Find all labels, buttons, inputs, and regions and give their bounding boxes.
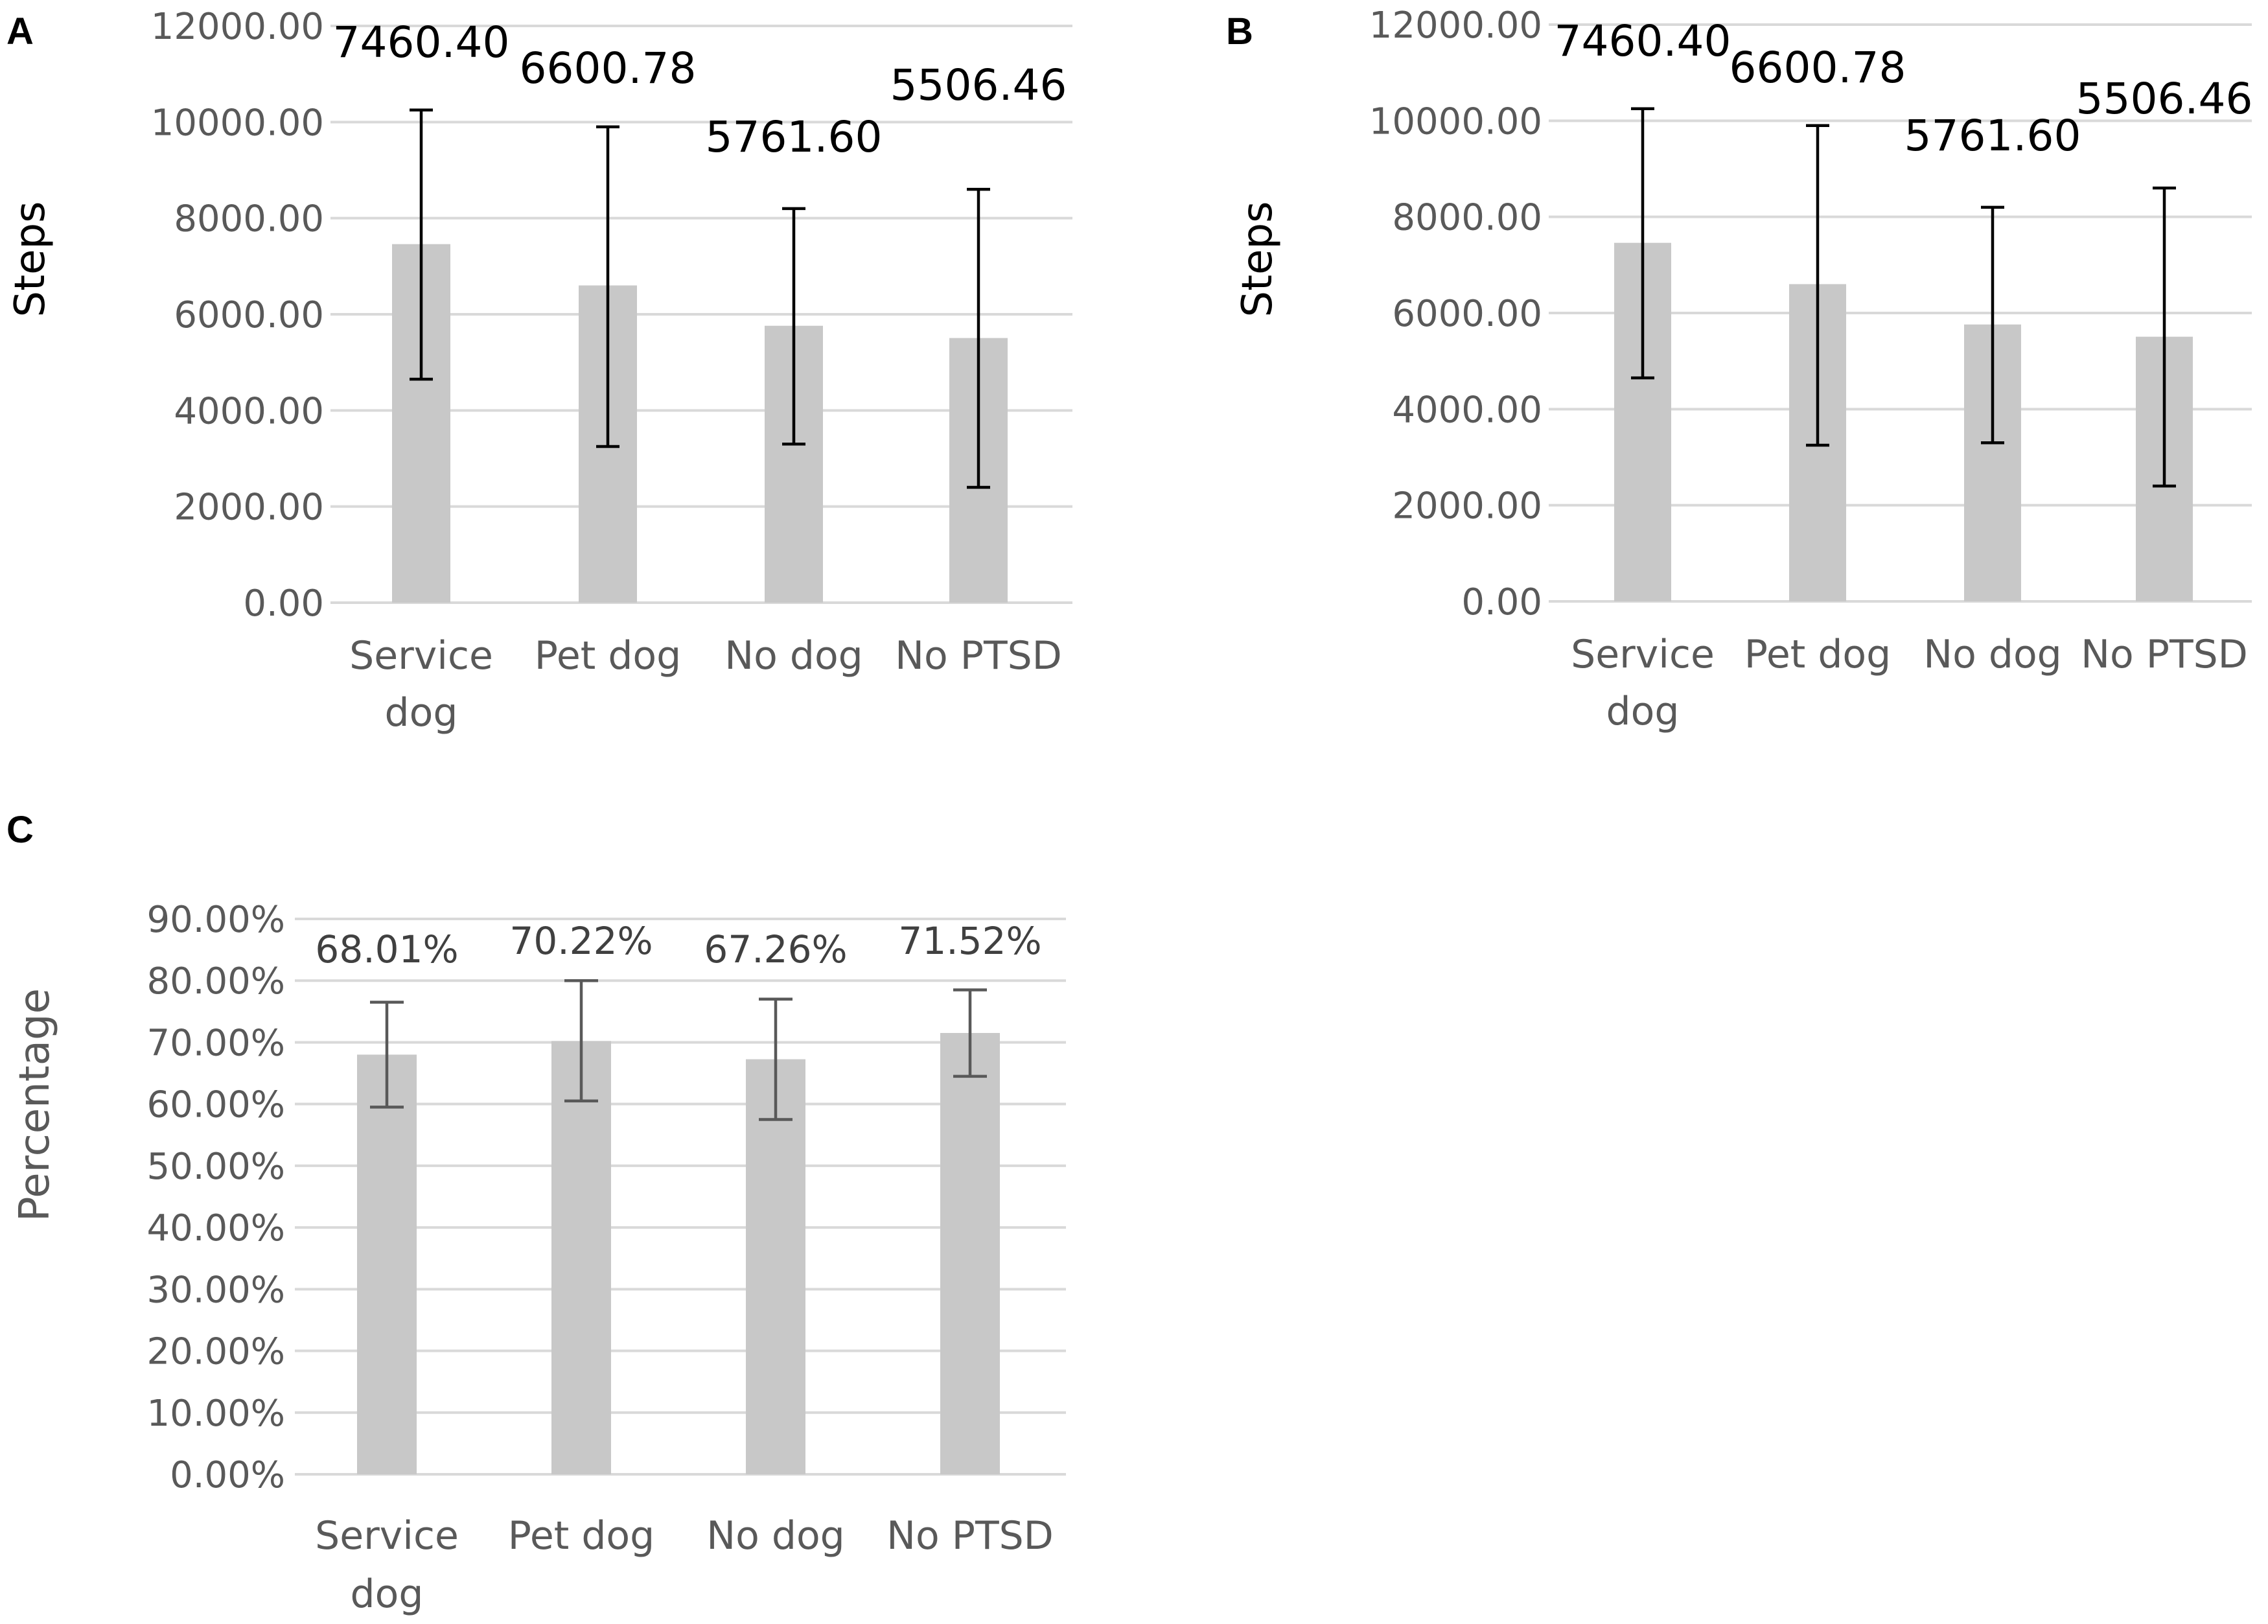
x-category-label: Pet dog bbox=[1744, 632, 1891, 677]
bar bbox=[551, 1041, 611, 1474]
plot-area-b: 0.00 2000.00 4000.00 6000.00 8000.00 10000.00… bbox=[1234, 5, 2252, 734]
y-tick-label: 90.00% bbox=[146, 899, 285, 941]
bar bbox=[357, 1054, 417, 1474]
y-tick-label: 2000.00 bbox=[1392, 485, 1542, 528]
bar bbox=[746, 1059, 805, 1474]
x-category-label: Service bbox=[1571, 632, 1715, 677]
y-axis-title: Steps bbox=[6, 201, 54, 317]
error-bar bbox=[1806, 124, 1829, 447]
data-label: 67.26% bbox=[704, 927, 847, 971]
error-bar bbox=[782, 207, 805, 446]
y-axis-title: Percentage bbox=[11, 988, 59, 1222]
y-tick-label: 6000.00 bbox=[174, 294, 324, 336]
bar bbox=[940, 1032, 1000, 1474]
x-category-label: dog bbox=[1606, 689, 1680, 734]
data-label: 6600.78 bbox=[1730, 43, 1906, 93]
error-bar bbox=[564, 979, 598, 1103]
error-bar bbox=[410, 108, 433, 381]
x-category-label: No dog bbox=[1923, 632, 2062, 677]
y-tick-label: 40.00% bbox=[146, 1207, 285, 1249]
x-category-label: dog bbox=[351, 1572, 424, 1617]
error-bar bbox=[370, 1001, 404, 1109]
data-label: 7460.40 bbox=[1555, 16, 1731, 66]
y-tick-label: 10000.00 bbox=[1369, 100, 1542, 143]
y-tick-label: 10.00% bbox=[146, 1393, 285, 1435]
y-tick-label: 4000.00 bbox=[1392, 389, 1542, 431]
data-label: 68.01% bbox=[315, 927, 458, 971]
y-tick-label: 20.00% bbox=[146, 1331, 285, 1373]
data-label: 5761.60 bbox=[1904, 111, 2081, 161]
y-axis-title: Steps bbox=[1234, 201, 1282, 317]
x-category-label: No PTSD bbox=[895, 633, 1062, 679]
y-tick-label: 30.00% bbox=[146, 1269, 285, 1311]
y-tick-label: 0.00 bbox=[243, 583, 324, 625]
x-category-label: dog bbox=[385, 690, 458, 736]
data-label: 5506.46 bbox=[890, 60, 1067, 110]
y-tick-label: 8000.00 bbox=[174, 198, 324, 240]
y-tick-label: 70.00% bbox=[146, 1022, 285, 1064]
data-label: 5506.46 bbox=[2076, 74, 2253, 124]
x-category-label: Pet dog bbox=[535, 633, 681, 679]
y-tick-label: 4000.00 bbox=[174, 390, 324, 432]
data-label: 6600.78 bbox=[520, 43, 697, 93]
error-bar bbox=[953, 988, 987, 1078]
panel-a: A 0.00 2000.00 4000.00 6000.00 8000.00 10000.… bbox=[6, 6, 1072, 736]
plot-area-a: 0.00 2000.00 4000.00 6000.00 8000.00 10000.00… bbox=[6, 6, 1072, 736]
y-tick-label: 6000.00 bbox=[1392, 293, 1542, 335]
plot-area-c: 0.00% 10.00% 20.00% 30.00% 40.00% 50.00% 60.00… bbox=[11, 899, 1066, 1617]
y-tick-label: 2000.00 bbox=[174, 487, 324, 529]
x-category-label: No dog bbox=[706, 1513, 845, 1559]
x-category-label: Pet dog bbox=[508, 1513, 654, 1559]
x-category-label: No dog bbox=[724, 633, 863, 679]
panel-label-a: A bbox=[6, 10, 34, 52]
panel-label-b: B bbox=[1226, 10, 1253, 52]
x-category-label: Service bbox=[315, 1513, 459, 1559]
panel-c: C 0.00% 10.00% 20.00% 30.00% 40.00% 50.00% 60.… bbox=[6, 809, 1066, 1617]
error-bar bbox=[2153, 186, 2176, 488]
y-tick-label: 50.00% bbox=[146, 1146, 285, 1188]
y-tick-label: 8000.00 bbox=[1392, 197, 1542, 239]
error-bar bbox=[1631, 107, 1654, 380]
error-bar bbox=[967, 187, 990, 489]
y-tick-label: 12000.00 bbox=[1369, 5, 1542, 47]
y-tick-label: 12000.00 bbox=[151, 6, 324, 48]
panel-b: B 0.00 2000.00 4000.00 6000.00 8000.00 10000.… bbox=[1226, 5, 2252, 734]
error-bar bbox=[596, 125, 619, 448]
error-bar bbox=[759, 997, 793, 1121]
panel-label-c: C bbox=[6, 809, 34, 851]
y-tick-label: 10000.00 bbox=[151, 102, 324, 144]
x-category-label: No PTSD bbox=[886, 1513, 1054, 1559]
y-tick-label: 0.00% bbox=[170, 1454, 285, 1496]
data-label: 70.22% bbox=[509, 919, 653, 963]
data-label: 5761.60 bbox=[706, 112, 883, 162]
y-tick-label: 0.00 bbox=[1461, 581, 1542, 623]
x-category-label: No PTSD bbox=[2081, 632, 2248, 677]
y-tick-label: 80.00% bbox=[146, 960, 285, 1003]
y-tick-label: 60.00% bbox=[146, 1084, 285, 1126]
error-bar bbox=[1981, 205, 2004, 445]
data-label: 7460.40 bbox=[333, 17, 510, 67]
data-label: 71.52% bbox=[898, 919, 1041, 963]
x-category-label: Service bbox=[349, 633, 493, 679]
